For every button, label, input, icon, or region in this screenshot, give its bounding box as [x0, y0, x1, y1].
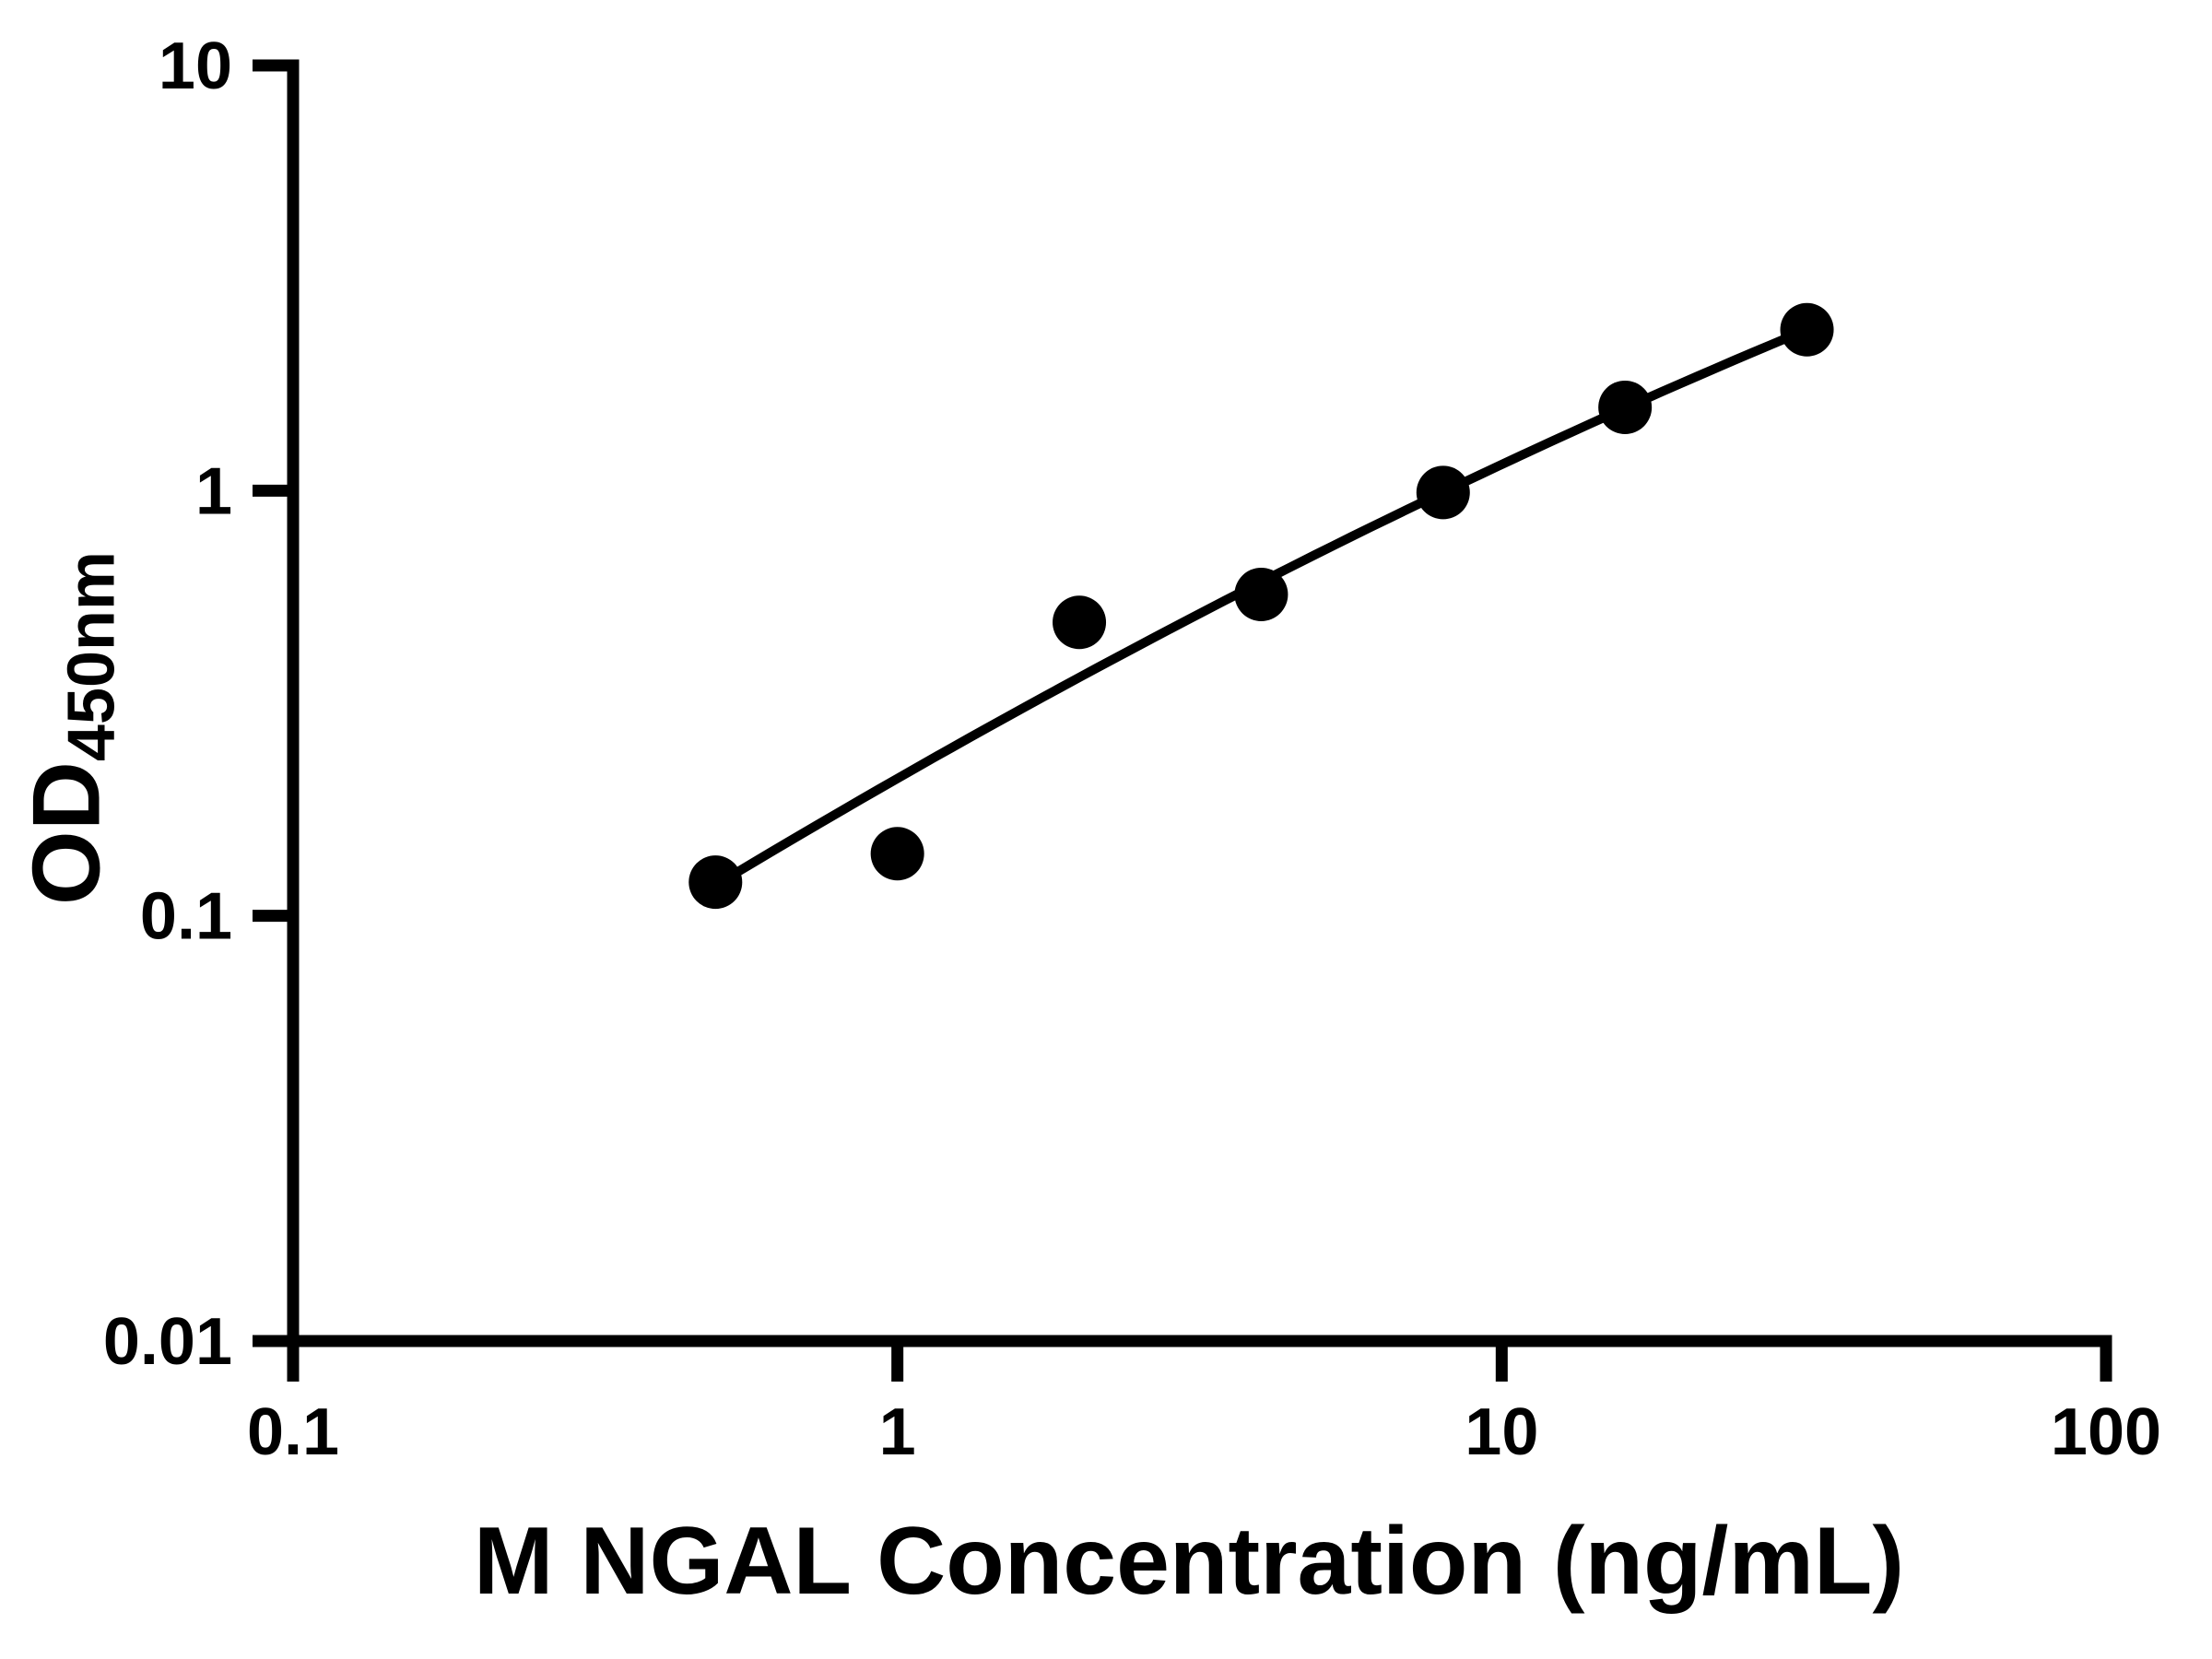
x-axis-title: M NGAL Concentration (ng/mL)	[473, 1508, 1905, 1615]
y-tick-label: 0.01	[103, 1305, 232, 1379]
data-point	[688, 855, 743, 910]
y-axis-title: OD450nm	[14, 551, 129, 905]
y-tick-label: 1	[195, 454, 232, 528]
y-axis-title-main: OD	[13, 761, 121, 906]
data-point	[870, 827, 924, 881]
y-tick-label: 10	[159, 29, 232, 103]
y-axis-title-sub: 450nm	[54, 550, 129, 762]
data-point	[1416, 465, 1470, 520]
data-point	[1780, 302, 1834, 357]
x-tick-label: 1	[879, 1395, 916, 1469]
data-point	[1053, 595, 1107, 650]
data-point	[1234, 567, 1288, 621]
data-point	[1598, 380, 1653, 434]
x-tick-label: 0.1	[247, 1395, 339, 1469]
x-tick-label: 100	[2051, 1395, 2161, 1469]
x-tick-label: 10	[1465, 1395, 1538, 1469]
y-tick-label: 0.1	[140, 880, 232, 954]
